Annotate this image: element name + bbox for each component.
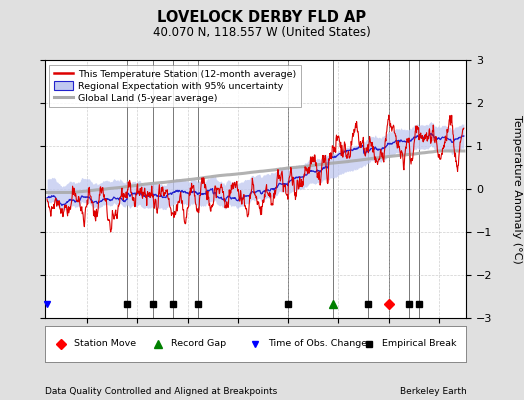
- Legend: This Temperature Station (12-month average), Regional Expectation with 95% uncer: This Temperature Station (12-month avera…: [49, 65, 301, 107]
- Text: Station Move: Station Move: [74, 340, 136, 348]
- Text: Record Gap: Record Gap: [171, 340, 226, 348]
- Y-axis label: Temperature Anomaly (°C): Temperature Anomaly (°C): [512, 115, 522, 263]
- Text: LOVELOCK DERBY FLD AP: LOVELOCK DERBY FLD AP: [157, 10, 367, 25]
- Text: Berkeley Earth: Berkeley Earth: [400, 387, 466, 396]
- Text: Time of Obs. Change: Time of Obs. Change: [268, 340, 367, 348]
- Text: Empirical Break: Empirical Break: [382, 340, 456, 348]
- Text: Data Quality Controlled and Aligned at Breakpoints: Data Quality Controlled and Aligned at B…: [45, 387, 277, 396]
- Text: 40.070 N, 118.557 W (United States): 40.070 N, 118.557 W (United States): [153, 26, 371, 39]
